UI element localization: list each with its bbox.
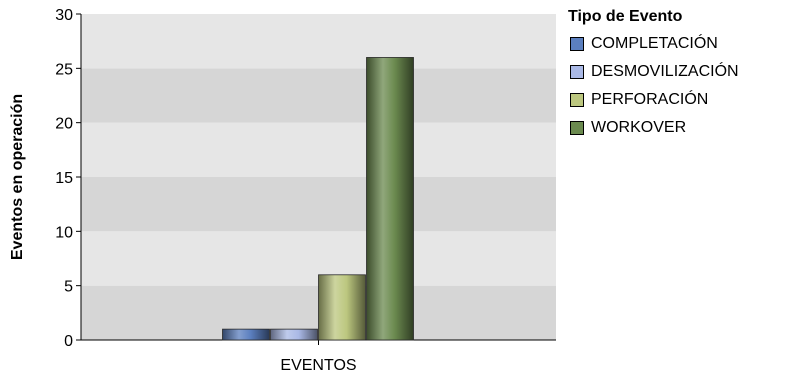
grid-band [81, 122, 556, 177]
legend-swatch [570, 93, 584, 107]
y-tick-label: 20 [55, 116, 73, 133]
y-tick-label: 30 [55, 7, 73, 24]
y-tick-label: 5 [64, 279, 73, 296]
y-tick-label: 15 [55, 170, 73, 187]
legend-item: WORKOVER [570, 114, 739, 142]
legend-swatch [570, 121, 584, 135]
legend-label: DESMOVILIZACIÓN [591, 63, 739, 80]
legend-swatch [570, 37, 584, 51]
bar [222, 328, 270, 341]
x-tick-label: EVENTOS [280, 357, 356, 374]
y-axis-label: Eventos en operación [9, 94, 26, 260]
bar [270, 328, 318, 341]
grid-band [81, 68, 556, 123]
legend-item: COMPLETACIÓN [570, 30, 739, 58]
bar-series [222, 57, 414, 341]
y-tick-label: 25 [55, 61, 73, 78]
y-tick-label: 10 [55, 224, 73, 241]
x-axis-ticks: EVENTOS [280, 340, 357, 374]
legend-label: PERFORACIÓN [591, 91, 709, 108]
y-tick-label: 0 [64, 333, 73, 350]
grid-band [81, 14, 556, 69]
y-axis-ticks: 0 5 10 15 20 25 30 [55, 7, 81, 350]
legend-label: COMPLETACIÓN [591, 35, 718, 52]
legend-title: Tipo de Evento [568, 8, 683, 25]
legend-item: PERFORACIÓN [570, 86, 739, 114]
legend-label: WORKOVER [591, 119, 687, 136]
bar [366, 57, 414, 341]
legend: Tipo de Evento COMPLETACIÓN DESMOVILIZACI… [568, 8, 739, 142]
grid-band [81, 177, 556, 232]
legend-item: DESMOVILIZACIÓN [570, 58, 739, 86]
plot-background [81, 14, 556, 340]
legend-swatch [570, 65, 584, 79]
bar [318, 274, 366, 341]
